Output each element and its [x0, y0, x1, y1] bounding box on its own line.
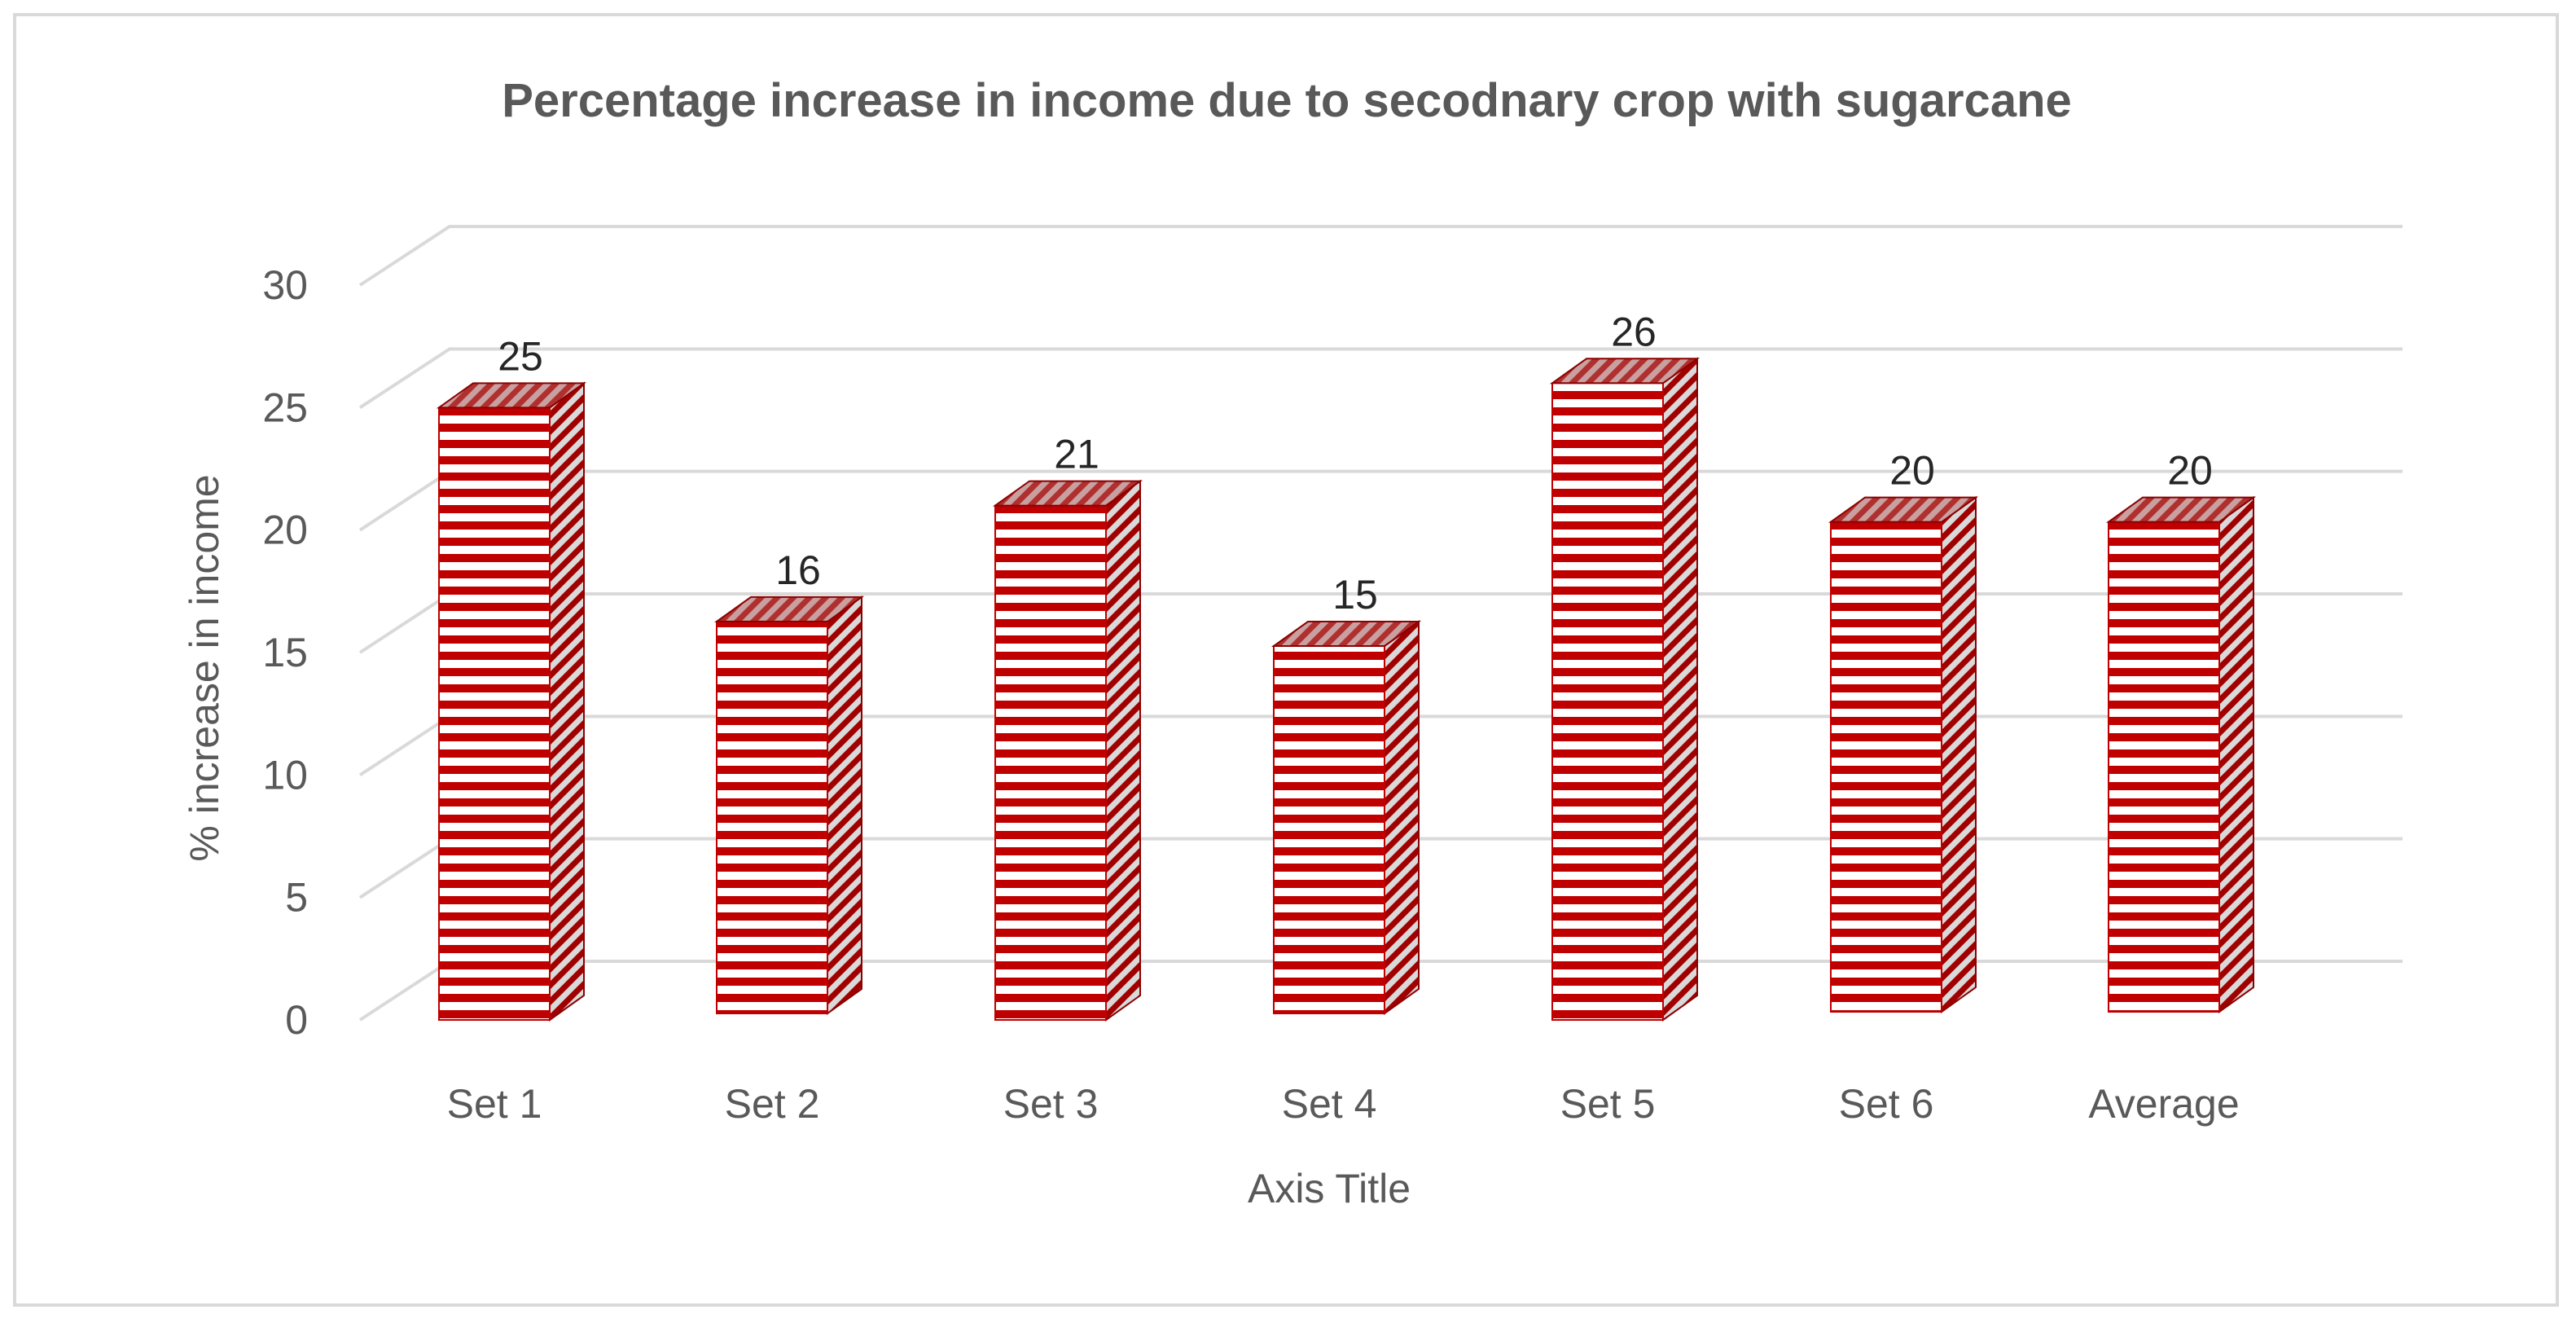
data-label: 25: [498, 333, 543, 379]
data-labels: 25 16 21 15 26 20 20: [498, 309, 2213, 618]
bar-front: [1273, 645, 1385, 1014]
y-tick-label: 10: [262, 752, 308, 798]
bar-top: [1549, 358, 1701, 385]
y-tick-label: 15: [262, 630, 308, 675]
bar-5: [1549, 357, 1701, 1022]
chart-title: Percentage increase in income due to sec…: [502, 74, 2072, 127]
bar-front: [438, 407, 551, 1022]
bars: [436, 357, 2257, 1022]
data-label: 15: [1332, 572, 1378, 618]
bar-front: [2108, 521, 2220, 1013]
y-tick-label: 20: [262, 508, 308, 553]
y-axis-ticks: 0 5 10 15 20 25 30: [262, 262, 308, 1043]
y-axis-title: % increase in income: [182, 474, 227, 861]
bar-side: [549, 381, 585, 1022]
data-label: 20: [1889, 448, 1935, 494]
y-tick-label: 0: [285, 997, 308, 1043]
bar-side: [1662, 357, 1698, 1022]
bar-2: [713, 595, 865, 1015]
bar-top: [2105, 496, 2257, 523]
data-label: 21: [1054, 432, 1099, 477]
gridline: [358, 347, 2403, 410]
y-tick-label: 5: [285, 875, 308, 921]
x-category-label: Set 1: [447, 1081, 542, 1127]
x-axis-title: Axis Title: [1248, 1166, 1411, 1211]
bar-front: [1830, 521, 1942, 1013]
bar-3: [992, 479, 1143, 1022]
bar-4: [1270, 620, 1422, 1015]
bar-side: [1384, 620, 1420, 1015]
y-tick-label: 30: [262, 262, 308, 308]
bar-top: [992, 480, 1143, 507]
data-label: 26: [1611, 309, 1657, 354]
bar-side: [2218, 495, 2254, 1013]
data-label: 16: [775, 547, 821, 593]
bar-front: [994, 504, 1107, 1021]
bar-1: [436, 381, 587, 1022]
bar-7: [2105, 495, 2257, 1013]
x-category-label: Set 4: [1282, 1081, 1377, 1127]
x-category-label: Set 3: [1003, 1081, 1099, 1127]
data-label: 20: [2167, 448, 2213, 494]
bar-side: [1941, 495, 1977, 1013]
x-category-label: Set 6: [1839, 1081, 1934, 1127]
bar-6: [1828, 495, 1979, 1013]
bar-side: [827, 595, 862, 1015]
bar-top: [1270, 621, 1422, 647]
gridline: [358, 469, 2403, 532]
x-category-label: Set 5: [1560, 1081, 1656, 1127]
y-tick-label: 25: [262, 385, 308, 430]
bar-front: [716, 620, 828, 1015]
bar-side: [1105, 479, 1141, 1022]
bar-top: [1828, 496, 1979, 523]
gridline: [358, 225, 2403, 287]
bar-front: [1551, 382, 1664, 1021]
x-category-label: Set 2: [725, 1081, 820, 1127]
bar-top: [436, 382, 587, 409]
x-axis-categories: Set 1 Set 2 Set 3 Set 4 Set 5 Set 6 Average: [447, 1081, 2240, 1127]
bar-top: [713, 596, 865, 622]
x-category-label: Average: [2088, 1081, 2239, 1127]
